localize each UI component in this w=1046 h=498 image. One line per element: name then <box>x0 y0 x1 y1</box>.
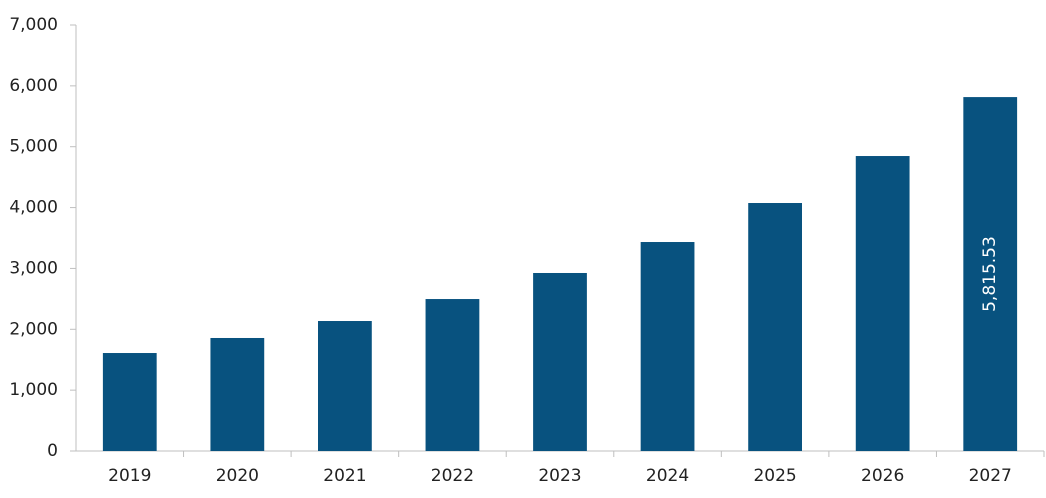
y-tick-label: 7,000 <box>9 15 58 35</box>
bar <box>533 272 587 451</box>
x-tick-label: 2027 <box>969 466 1012 486</box>
y-tick-label: 0 <box>47 441 58 461</box>
x-tick-label: 2023 <box>538 466 581 486</box>
y-tick-label: 4,000 <box>9 198 58 218</box>
x-tick-label: 2026 <box>861 466 904 486</box>
y-tick-label: 1,000 <box>9 380 58 400</box>
x-tick-label: 2019 <box>108 466 151 486</box>
y-tick-label: 5,000 <box>9 137 58 157</box>
value-label: 5,815.53 <box>980 236 1000 312</box>
x-tick-label: 2025 <box>753 466 796 486</box>
y-tick-label: 2,000 <box>9 319 58 339</box>
bar <box>102 353 157 451</box>
bar <box>640 242 695 451</box>
bar <box>425 299 480 451</box>
bar <box>748 203 802 451</box>
bar <box>963 97 1018 451</box>
x-tick-label: 2024 <box>646 466 689 486</box>
bar <box>855 156 910 451</box>
x-tick-label: 2020 <box>216 466 259 486</box>
bar <box>318 321 372 451</box>
bar <box>210 337 265 451</box>
x-tick-label: 2022 <box>431 466 474 486</box>
y-tick-label: 3,000 <box>9 258 58 278</box>
x-tick-label: 2021 <box>323 466 366 486</box>
y-tick-label: 6,000 <box>9 76 58 96</box>
